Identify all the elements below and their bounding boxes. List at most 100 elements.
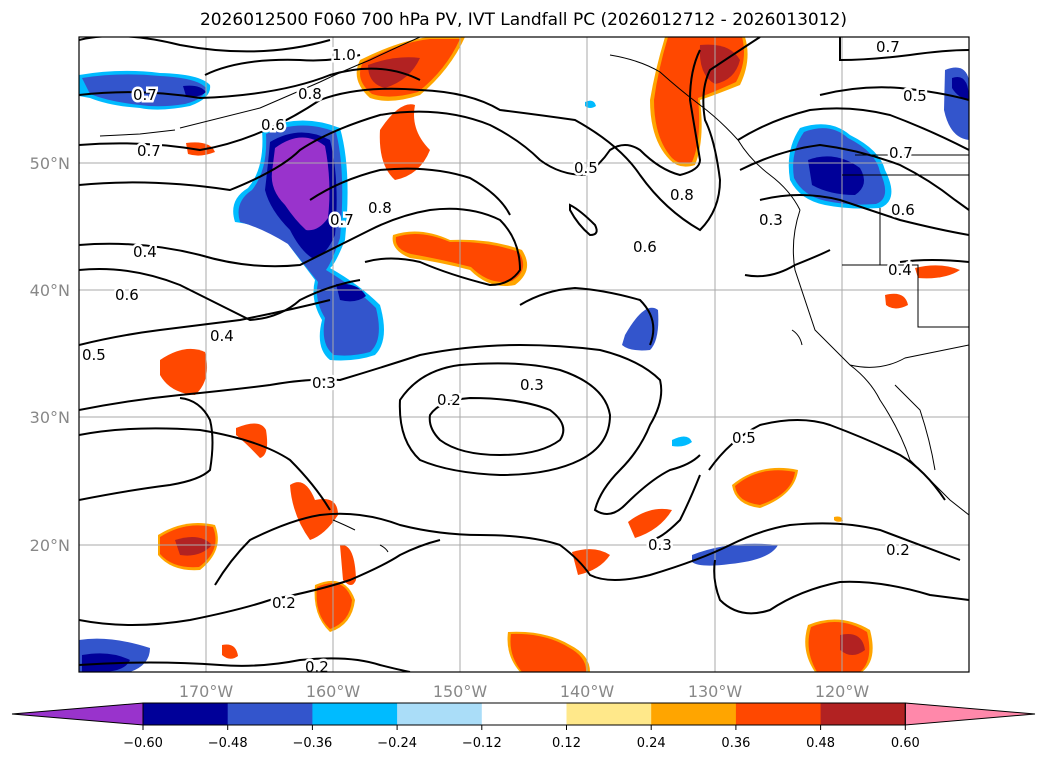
contour-label: 0.2: [305, 658, 329, 676]
pv-contours: [79, 37, 969, 672]
colorbar-tick-label: 0.12: [552, 736, 581, 751]
colorbar-segment: [312, 703, 398, 725]
contour-label: 0.4: [210, 327, 234, 345]
pos-anomaly-region: [808, 622, 870, 672]
lat-tick-label: 30°N: [30, 408, 70, 427]
pos-anomaly-region: [510, 633, 587, 672]
colorbar-tick-label: 0.60: [891, 736, 920, 751]
shading-layer: [79, 37, 969, 672]
colorbar-tick-label: −0.24: [377, 736, 417, 751]
lon-tick-label: 160°W: [306, 682, 361, 701]
pos-anomaly-region: [735, 470, 795, 505]
neg-anomaly-region: [808, 156, 864, 195]
contour-label: 0.8: [670, 186, 694, 204]
pos-anomaly-region: [160, 348, 208, 395]
colorbar-segment: [820, 703, 906, 725]
contour-label: 0.7: [876, 38, 900, 56]
pos-anomaly-region: [885, 293, 908, 309]
lon-tick-label: 170°W: [179, 682, 234, 701]
colorbar-extend-low: [11, 702, 144, 726]
colorbar-segment: [735, 703, 822, 725]
pos-anomaly-region: [572, 549, 610, 575]
contour-label: 0.2: [886, 541, 910, 559]
contour-label: 0.7: [137, 142, 161, 160]
map-title: 2026012500 F060 700 hPa PV, IVT Landfall…: [199, 10, 847, 30]
colorbar-segment: [143, 703, 229, 725]
contour-labels: 1.0 0.7 0.8 0.7 0.5 0.7 0.6 0.7 0.8 0.5 …: [80, 37, 930, 676]
lat-axis: 50°N 40°N 30°N 20°N: [30, 154, 70, 555]
coastlines: [99, 37, 969, 553]
contour-label: 0.3: [759, 211, 783, 229]
colorbar-tick-label: −0.48: [208, 736, 248, 751]
lon-tick-label: 130°W: [688, 682, 743, 701]
colorbar-tick-label: −0.12: [462, 736, 502, 751]
pos-anomaly-region: [175, 536, 212, 556]
colorbar-tick-label: 0.24: [637, 736, 666, 751]
contour-label: 0.3: [312, 374, 336, 392]
pos-anomaly-region: [222, 644, 238, 659]
contour-label: 0.7: [330, 211, 354, 229]
colorbar-segment: [566, 703, 652, 725]
neg-anomaly-region: [585, 100, 596, 108]
map-frame: [78, 36, 970, 673]
lat-tick-label: 50°N: [30, 154, 70, 173]
map-area: 1.0 0.7 0.8 0.7 0.5 0.7 0.6 0.7 0.8 0.5 …: [79, 37, 969, 676]
lon-tick-label: 150°W: [433, 682, 488, 701]
neg-anomaly-region: [183, 85, 206, 97]
contour-label: 0.5: [732, 429, 756, 447]
contour-label: 0.6: [261, 116, 285, 134]
pos-anomaly-region: [368, 57, 420, 88]
pos-anomaly-region: [236, 423, 268, 458]
pos-anomaly-region: [316, 583, 352, 629]
colorbar-tick-label: 0.48: [806, 736, 835, 751]
contour-label: 0.6: [115, 286, 139, 304]
contour-label: 0.8: [368, 199, 392, 217]
contour-label: 0.4: [888, 261, 912, 279]
contour-label: 0.7: [133, 86, 157, 104]
contour-label: 0.2: [272, 594, 296, 612]
pos-anomaly-region: [834, 516, 843, 522]
contour-label: 0.8: [298, 85, 322, 103]
contour-label: 0.6: [891, 201, 915, 219]
lon-tick-label: 140°W: [560, 682, 615, 701]
colorbar-segment: [481, 703, 567, 725]
pos-anomaly-region: [915, 265, 960, 279]
pos-anomaly-region: [840, 634, 865, 655]
contour-label: 0.4: [133, 243, 157, 261]
lat-tick-label: 20°N: [30, 536, 70, 555]
colorbar-tick-label: 0.36: [721, 736, 750, 751]
contour-label: 0.5: [82, 346, 106, 364]
pos-anomaly-region: [395, 233, 524, 283]
colorbar-extend-high: [904, 702, 1036, 726]
contour-label: 1.0: [332, 46, 356, 64]
colorbar: −0.60 −0.48 −0.36 −0.24 −0.12 0.12 0.24 0.36 0.4…: [11, 702, 1036, 751]
neg-anomaly-region: [952, 76, 969, 100]
contour-label: 0.5: [574, 159, 598, 177]
pos-anomaly-region: [628, 508, 672, 538]
pos-anomaly-region: [340, 544, 356, 585]
colorbar-segment: [227, 703, 313, 725]
colorbar-segment: [651, 703, 737, 725]
pos-anomaly-region: [290, 482, 338, 540]
lat-tick-label: 40°N: [30, 281, 70, 300]
neg-anomaly-region: [336, 283, 366, 302]
pos-anomaly-region: [379, 104, 430, 180]
colorbar-segment: [397, 703, 483, 725]
contour-label: 0.7: [889, 144, 913, 162]
neg-anomaly-region: [82, 74, 206, 107]
contour-label: 0.2: [437, 391, 461, 409]
neg-anomaly-region: [622, 307, 659, 351]
lon-tick-label: 120°W: [815, 682, 870, 701]
contour-label: 0.5: [903, 87, 927, 105]
gridlines: [79, 37, 969, 672]
contour-label: 0.6: [633, 238, 657, 256]
neg-anomaly-region: [692, 543, 778, 566]
lon-axis: 170°W 160°W 150°W 140°W 130°W 120°W: [179, 682, 870, 701]
neg-anomaly-region: [672, 436, 692, 447]
contour-label: 0.3: [520, 376, 544, 394]
contour-label: 0.3: [648, 536, 672, 554]
colorbar-tick-label: −0.60: [123, 736, 163, 751]
colorbar-tick-label: −0.36: [292, 736, 332, 751]
colorbar-frame: [142, 702, 906, 726]
